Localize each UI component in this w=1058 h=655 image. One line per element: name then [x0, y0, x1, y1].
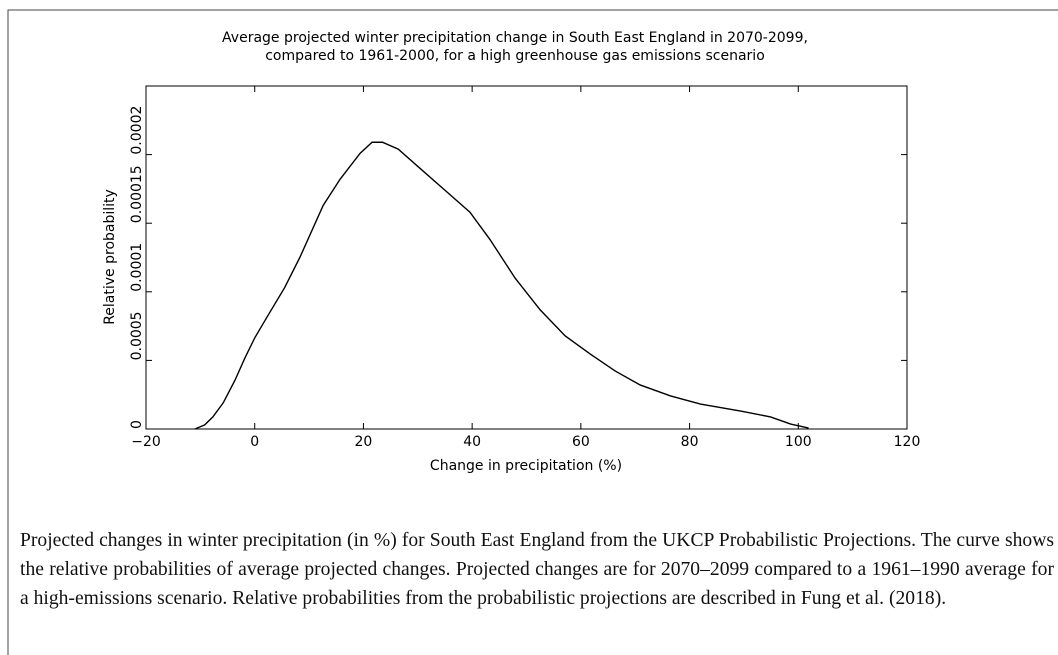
y-tick-label: 0.0002	[129, 106, 145, 155]
x-tick-label: 120	[894, 434, 921, 450]
x-tick-label: 100	[785, 434, 812, 450]
line	[194, 141, 809, 430]
x-tick-label: 60	[572, 434, 590, 450]
x-tick-label: 40	[463, 434, 481, 450]
frame	[7, 9, 1058, 655]
caption: Projected changes in winter precipitatio…	[20, 530, 1054, 609]
y-tick-label: 0	[129, 420, 145, 429]
chart-title: Average projected winter precipitation c…	[222, 30, 808, 46]
y-tick-label: 0.0001	[129, 243, 145, 292]
x-axis-label: Change in precipitation (%)	[430, 458, 622, 474]
y-axis-label: Relative probability	[102, 189, 118, 325]
y-tick-label: 0.0005	[129, 311, 145, 360]
y-tick-label: 0.00015	[129, 165, 145, 223]
plot-frame	[145, 85, 908, 430]
x-tick-label: −20	[131, 434, 161, 450]
x-tick-label: 20	[355, 434, 373, 450]
x-tick-label: 0	[250, 434, 259, 450]
chart-title: compared to 1961-2000, for a high greenh…	[265, 48, 765, 64]
x-tick-label: 80	[681, 434, 699, 450]
